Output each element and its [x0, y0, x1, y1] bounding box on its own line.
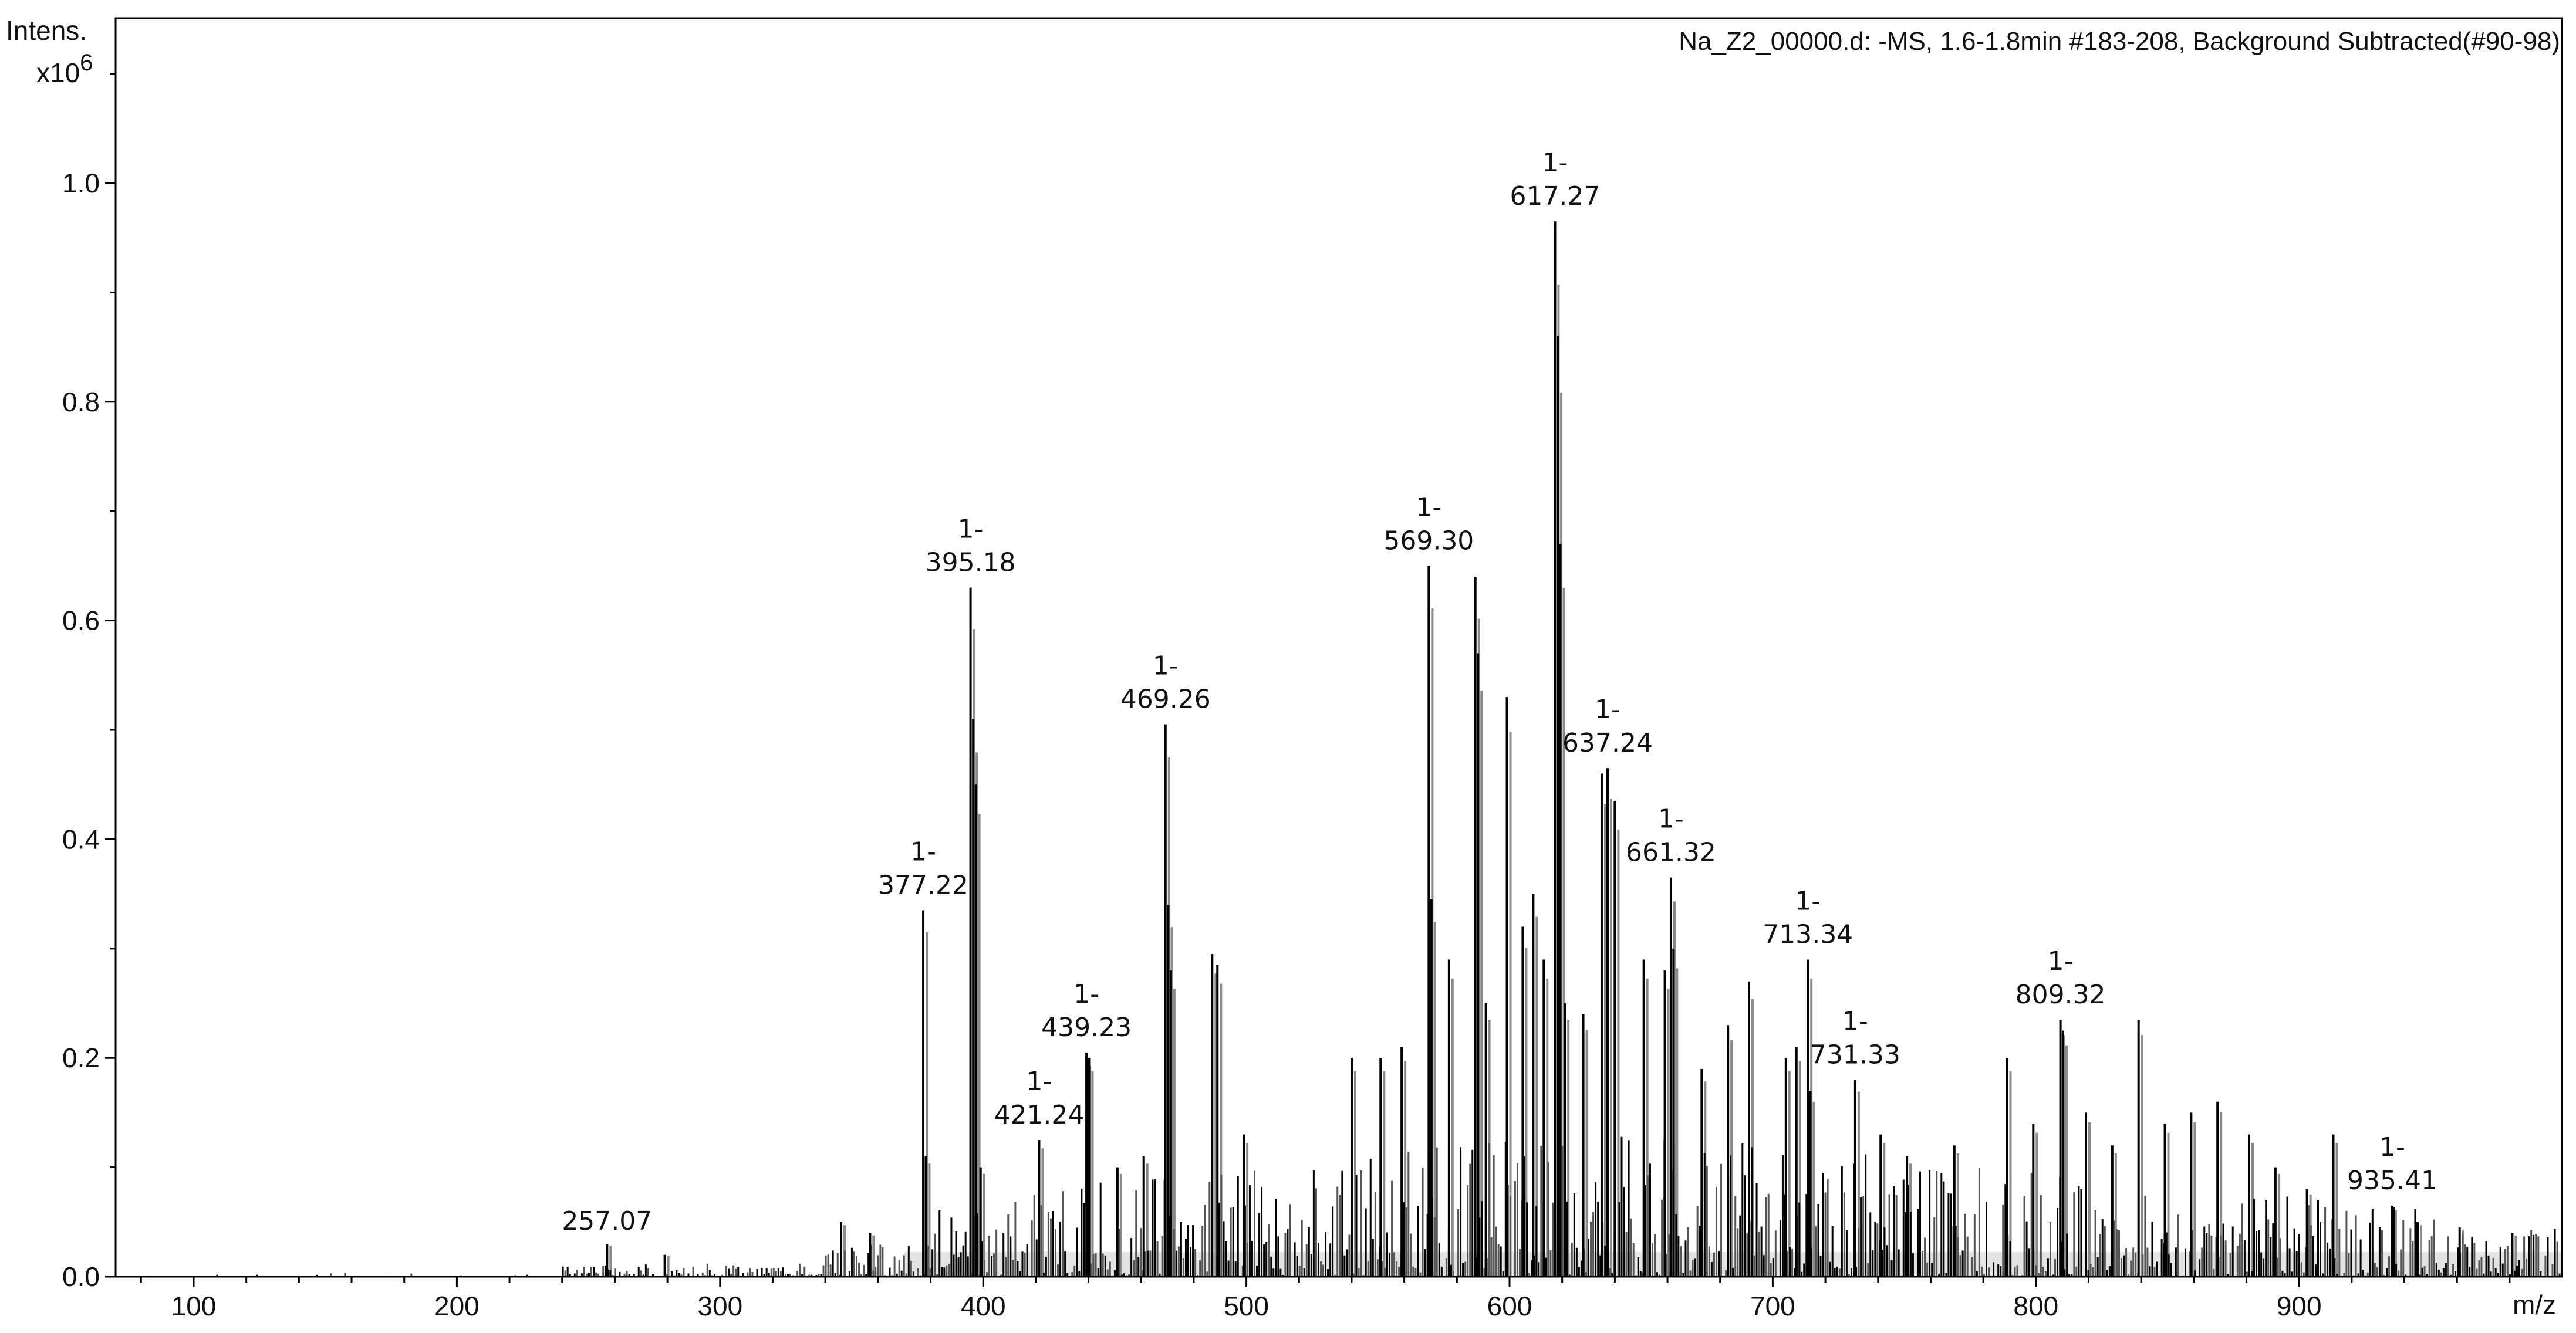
peak-charge-label: 1-: [910, 837, 936, 867]
peak-annotation: 1-637.24: [1562, 695, 1653, 758]
x-tick-label: 200: [434, 1291, 480, 1321]
peak-annotation: 1- 809.32: [2015, 946, 2106, 1010]
acquisition-info: Na_Z2_00000.d: -MS, 1.6-1.8min #183-208,…: [1679, 27, 2560, 56]
peak-mz-label: 617.27: [1510, 181, 1600, 211]
peak-annotation: 1-421.24: [994, 1067, 1084, 1130]
peak-charge-label: 1-: [1595, 695, 1620, 725]
peak-charge-label: 1-: [2048, 946, 2074, 976]
peak-charge-label: 1-: [1658, 804, 1684, 834]
y-tick-label: 0.4: [62, 824, 100, 854]
peak-charge-label: 1-: [1842, 1006, 1868, 1036]
peak-mz-label: 935.41: [2347, 1166, 2437, 1196]
y-axis: 0.0 0.2 0.4 0.6 0.8 1.0: [62, 73, 116, 1292]
peak-annotation: 1- 377.22: [878, 837, 968, 901]
x-tick-label: 400: [961, 1291, 1006, 1321]
peak-annotation: 1- 469.26: [1120, 651, 1211, 715]
y-axis-multiplier-exponent: 6: [80, 50, 93, 76]
peak-annotation: 1-617.27: [1510, 148, 1600, 211]
spectrum-layer: [216, 221, 2562, 1277]
peak-charge-label: 1-: [958, 515, 984, 544]
x-tick-label: 800: [2013, 1291, 2058, 1321]
peak-mz-label: 731.33: [1810, 1040, 1900, 1070]
y-tick-label: 0.8: [62, 387, 100, 417]
y-tick-label: 0.2: [62, 1043, 100, 1073]
peak-mz-label: 713.34: [1763, 919, 1853, 949]
peak-mz-label: 395.18: [926, 548, 1016, 578]
peak-annotation: 1- 395.18: [926, 515, 1016, 578]
peak-charge-label: 1-: [1073, 979, 1099, 1009]
y-axis-multiplier: x106: [36, 50, 93, 88]
peak-annotation-layer: 257.071-377.221-395.181-421.241-439.231-…: [562, 148, 2437, 1236]
peak-annotation: 1- 569.30: [1383, 492, 1474, 556]
x-tick-label: 100: [171, 1291, 217, 1321]
x-tick-label: 900: [2277, 1291, 2322, 1321]
x-axis: 100 200 300 400 500 600 700 800 900: [140, 1277, 2511, 1321]
peak-charge-label: 1-: [1027, 1067, 1052, 1097]
peak-mz-label: 637.24: [1562, 728, 1653, 758]
y-tick-label: 1.0: [62, 168, 100, 198]
x-tick-label: 700: [1750, 1291, 1795, 1321]
peak-charge-label: 1-: [1795, 886, 1821, 916]
peak-annotation: 1- 661.32: [1626, 804, 1716, 868]
peak-charge-label: 1-: [1153, 651, 1179, 681]
y-axis-label: Intens.: [6, 15, 87, 46]
peak-mz-label: 377.22: [878, 871, 968, 901]
x-axis-label: m/z: [2513, 1290, 2556, 1320]
peak-annotation: 257.07: [562, 1206, 652, 1236]
x-tick-label: 600: [1487, 1291, 1532, 1321]
peak-mz-label: 257.07: [562, 1206, 652, 1236]
peak-mz-label: 809.32: [2015, 980, 2106, 1010]
peak-charge-label: 1-: [2379, 1132, 2405, 1162]
peak-mz-label: 421.24: [994, 1100, 1084, 1130]
x-tick-label: 500: [1224, 1291, 1269, 1321]
peak-mz-label: 439.23: [1041, 1013, 1132, 1043]
peak-annotation: 1- 439.23: [1041, 979, 1132, 1043]
y-axis-multiplier-base: x10: [36, 57, 80, 88]
peak-annotation: 1- 935.41: [2347, 1132, 2437, 1196]
plot-frame: [114, 17, 2563, 1278]
peak-mz-label: 569.30: [1383, 526, 1474, 556]
peak-charge-label: 1-: [1416, 492, 1441, 522]
peak-annotation: 1-713.34: [1763, 886, 1853, 949]
peak-mz-label: 469.26: [1120, 685, 1211, 715]
peak-charge-label: 1-: [1542, 148, 1568, 178]
y-tick-label: 0.0: [62, 1261, 100, 1292]
major-peaks: [606, 221, 2514, 1277]
y-tick-label: 0.6: [62, 605, 100, 636]
peak-annotation: 1- 731.33: [1810, 1006, 1900, 1070]
peak-mz-label: 661.32: [1626, 838, 1716, 868]
x-tick-label: 300: [697, 1291, 742, 1321]
